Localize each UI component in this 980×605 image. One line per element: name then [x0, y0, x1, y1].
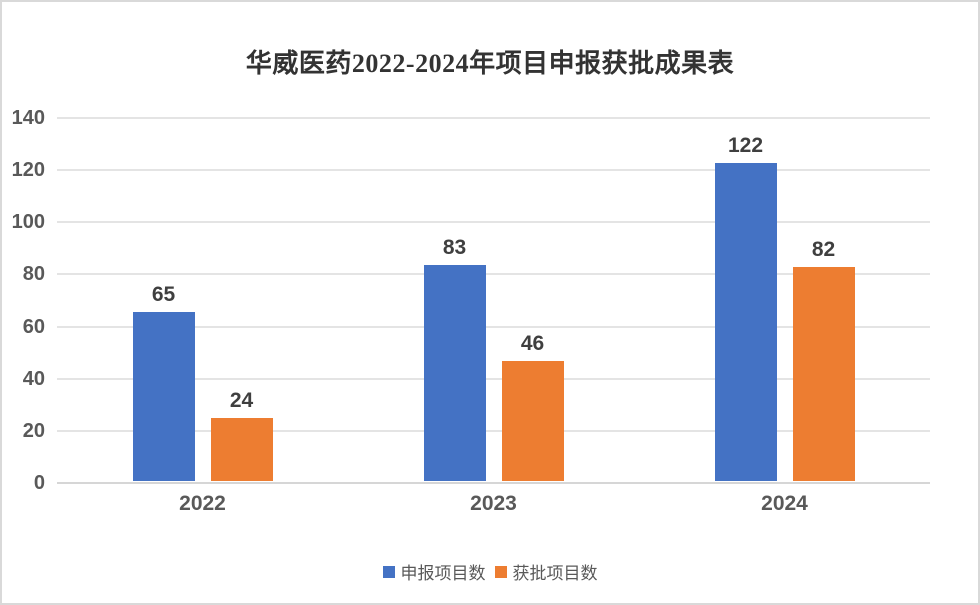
- gridline: [57, 273, 930, 276]
- bar: [792, 267, 855, 481]
- gridline: [57, 169, 930, 172]
- chart-title: 华威医药2022-2024年项目申报获批成果表: [245, 49, 735, 78]
- y-tick-label: 120: [11, 159, 45, 182]
- x-axis-line: [57, 482, 930, 484]
- y-tick-label: 140: [11, 107, 45, 129]
- legend: 申报项目数 获批项目数: [2, 559, 978, 584]
- legend-item: 申报项目数: [382, 559, 486, 584]
- y-tick-label: 60: [22, 315, 45, 338]
- bar-value-label: 82: [811, 238, 836, 262]
- legend-label: 获批项目数: [512, 564, 598, 583]
- bar-value-label: 46: [520, 332, 545, 356]
- x-tick-label: 2022: [179, 492, 226, 515]
- bar: [210, 418, 273, 481]
- bar-value-label: 122: [727, 133, 764, 157]
- gridline: [57, 117, 930, 119]
- legend-label: 申报项目数: [400, 564, 486, 583]
- bar: [132, 311, 195, 481]
- legend-swatch-icon: [382, 565, 395, 578]
- y-tick-label: 40: [22, 367, 45, 390]
- y-tick-label: 80: [22, 263, 45, 286]
- gridline: [57, 377, 930, 380]
- gridline: [57, 221, 930, 224]
- x-tick-label: 2024: [761, 492, 808, 515]
- bar-value-label: 24: [229, 389, 254, 413]
- legend-swatch-icon: [494, 565, 507, 578]
- legend-item: 获批项目数: [494, 559, 598, 584]
- plot-area: 65 24 83 46 122 82: [57, 117, 930, 484]
- gridline: [57, 429, 930, 432]
- bar: [423, 264, 486, 481]
- y-tick-label: 20: [22, 419, 45, 442]
- bar-value-label: 65: [151, 282, 176, 306]
- bar: [714, 162, 777, 481]
- y-tick-label: 100: [11, 211, 45, 234]
- y-tick-label: 0: [33, 472, 45, 494]
- bar-value-label: 83: [442, 235, 467, 259]
- gridline: [57, 325, 930, 328]
- x-tick-label: 2023: [470, 492, 517, 515]
- bar: [501, 361, 564, 481]
